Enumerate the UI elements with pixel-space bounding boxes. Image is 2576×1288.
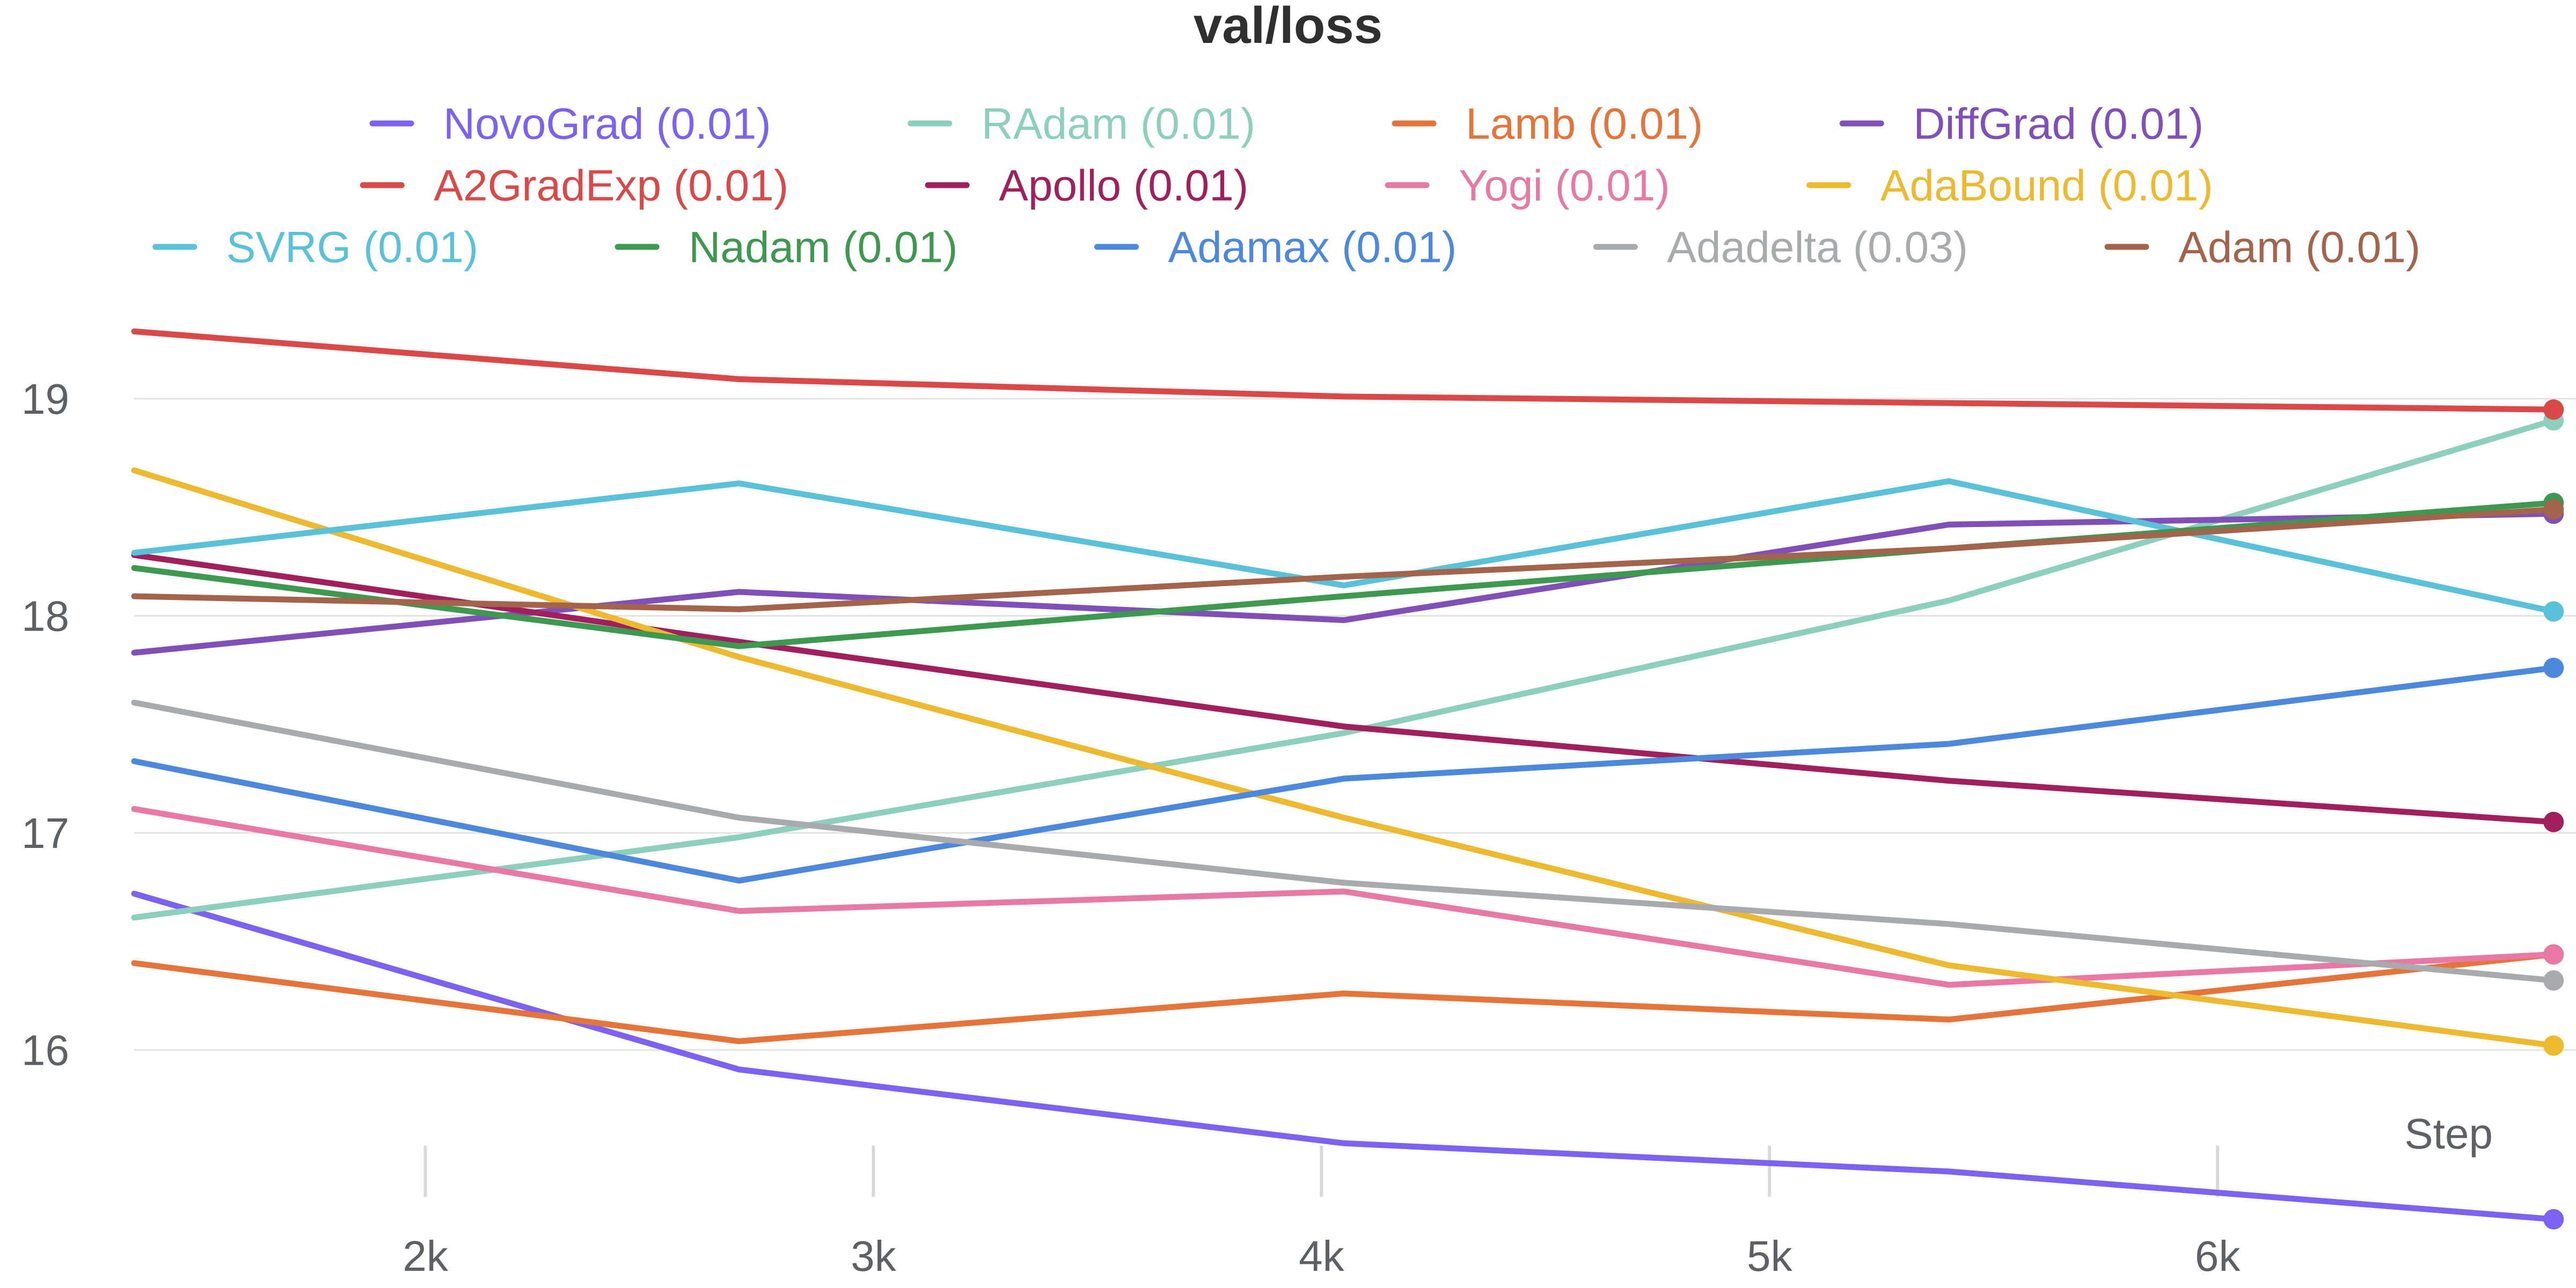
series-lines (131, 328, 2557, 1223)
series-line (131, 951, 2557, 1044)
series-end-point (2543, 657, 2564, 678)
legend-item[interactable]: DiffGrad (0.01) (1839, 100, 2204, 149)
series-line (131, 665, 2557, 884)
legend-item[interactable]: Adamax (0.01) (1094, 223, 1457, 272)
x-tick-label: 3k (851, 1232, 896, 1280)
legend-item[interactable]: Adadelta (0.03) (1593, 223, 1968, 272)
series-end-point (2543, 811, 2564, 832)
legend-label: Apollo (0.01) (999, 162, 1248, 210)
legend-label: RAdam (0.01) (982, 100, 1255, 149)
series-line (131, 806, 2557, 988)
axes: 16 17 18 19 2k 3k 4k 5k 6k (21, 375, 2241, 1280)
legend-item[interactable]: Apollo (0.01) (925, 162, 1248, 210)
series-end-point (2543, 1035, 2564, 1056)
legend-item[interactable]: Adam (0.01) (2104, 223, 2420, 272)
legend-label: Lamb (0.01) (1466, 100, 1703, 149)
legend-label: NovoGrad (0.01) (443, 100, 771, 149)
legend-label: A2GradExp (0.01) (434, 162, 788, 210)
series-end-point (2543, 399, 2564, 420)
x-tick-label: 2k (402, 1232, 448, 1280)
legend-label: Adamax (0.01) (1168, 223, 1457, 272)
x-axis-label: Step (2404, 1110, 2493, 1158)
legend-item[interactable]: RAdam (0.01) (908, 100, 1255, 149)
series-end-point (2543, 944, 2564, 965)
y-tick-label: 18 (21, 592, 69, 640)
legend-item[interactable]: Yogi (0.01) (1385, 162, 1670, 210)
series-line (131, 417, 2557, 921)
series-line (131, 890, 2557, 1223)
legend: NovoGrad (0.01) RAdam (0.01) Lamb (0.01) Di… (152, 100, 2420, 272)
series-end-point (2543, 1209, 2564, 1230)
legend-label: SVRG (0.01) (226, 223, 478, 272)
legend-row: SVRG (0.01) Nadam (0.01) Adamax (0.01) Adad… (152, 223, 2420, 272)
series-points (2543, 399, 2564, 1230)
x-tick-label: 6k (2195, 1232, 2241, 1280)
legend-item[interactable]: AdaBound (0.01) (1806, 162, 2213, 210)
series-line (131, 328, 2557, 413)
series-line (131, 552, 2557, 825)
grid (134, 398, 2576, 1051)
legend-item[interactable]: Nadam (0.01) (614, 223, 958, 272)
chart-title: val/loss (1194, 0, 1382, 54)
legend-label: Nadam (0.01) (689, 223, 957, 272)
legend-item[interactable]: NovoGrad (0.01) (369, 100, 771, 149)
legend-label: Adam (0.01) (2178, 223, 2420, 272)
x-tick-label: 5k (1747, 1232, 1792, 1280)
legend-row: NovoGrad (0.01) RAdam (0.01) Lamb (0.01) Di… (369, 100, 2204, 149)
x-tick-label: 4k (1299, 1232, 1344, 1280)
y-tick-label: 19 (21, 375, 69, 423)
legend-item[interactable]: Lamb (0.01) (1392, 100, 1703, 149)
series-line (131, 467, 2557, 1049)
legend-item[interactable]: A2GradExp (0.01) (360, 162, 788, 210)
legend-row: A2GradExp (0.01) Apollo (0.01) Yogi (0.01)… (360, 162, 2213, 210)
legend-item[interactable]: SVRG (0.01) (152, 223, 478, 272)
series-end-point (2543, 970, 2564, 991)
y-tick-label: 16 (21, 1026, 69, 1074)
series-line (131, 699, 2557, 984)
series-end-point (2543, 601, 2564, 622)
legend-label: Adadelta (0.03) (1667, 223, 1968, 272)
series-line (131, 478, 2557, 614)
series-end-point (2543, 499, 2564, 520)
legend-label: DiffGrad (0.01) (1913, 100, 2204, 149)
y-tick-label: 17 (21, 809, 69, 857)
series-line (131, 506, 2557, 612)
legend-label: AdaBound (0.01) (1880, 162, 2213, 210)
legend-label: Yogi (0.01) (1459, 162, 1670, 210)
